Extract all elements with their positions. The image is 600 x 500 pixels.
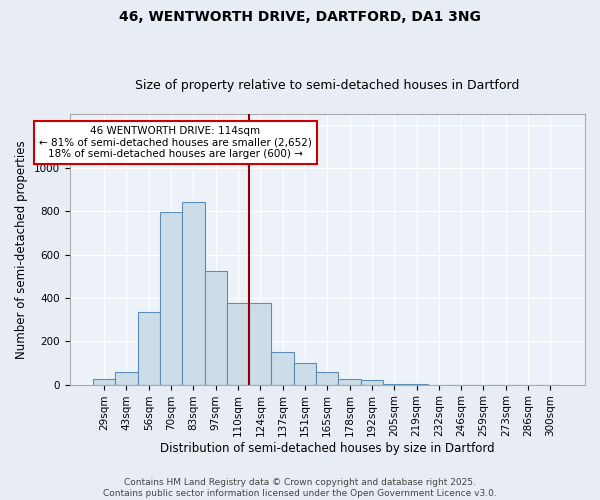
- Bar: [271, 352, 294, 384]
- X-axis label: Distribution of semi-detached houses by size in Dartford: Distribution of semi-detached houses by …: [160, 442, 494, 455]
- Bar: [160, 212, 182, 384]
- Bar: [361, 380, 383, 384]
- Bar: [227, 304, 249, 384]
- Bar: [93, 378, 115, 384]
- Bar: [182, 202, 205, 384]
- Bar: [137, 312, 160, 384]
- Y-axis label: Number of semi-detached properties: Number of semi-detached properties: [15, 140, 28, 358]
- Bar: [338, 379, 361, 384]
- Bar: [115, 372, 137, 384]
- Bar: [205, 271, 227, 384]
- Bar: [249, 304, 271, 384]
- Title: Size of property relative to semi-detached houses in Dartford: Size of property relative to semi-detach…: [135, 79, 520, 92]
- Text: Contains HM Land Registry data © Crown copyright and database right 2025.
Contai: Contains HM Land Registry data © Crown c…: [103, 478, 497, 498]
- Text: 46 WENTWORTH DRIVE: 114sqm
← 81% of semi-detached houses are smaller (2,652)
18%: 46 WENTWORTH DRIVE: 114sqm ← 81% of semi…: [39, 126, 312, 159]
- Text: 46, WENTWORTH DRIVE, DARTFORD, DA1 3NG: 46, WENTWORTH DRIVE, DARTFORD, DA1 3NG: [119, 10, 481, 24]
- Bar: [316, 372, 338, 384]
- Bar: [294, 363, 316, 384]
